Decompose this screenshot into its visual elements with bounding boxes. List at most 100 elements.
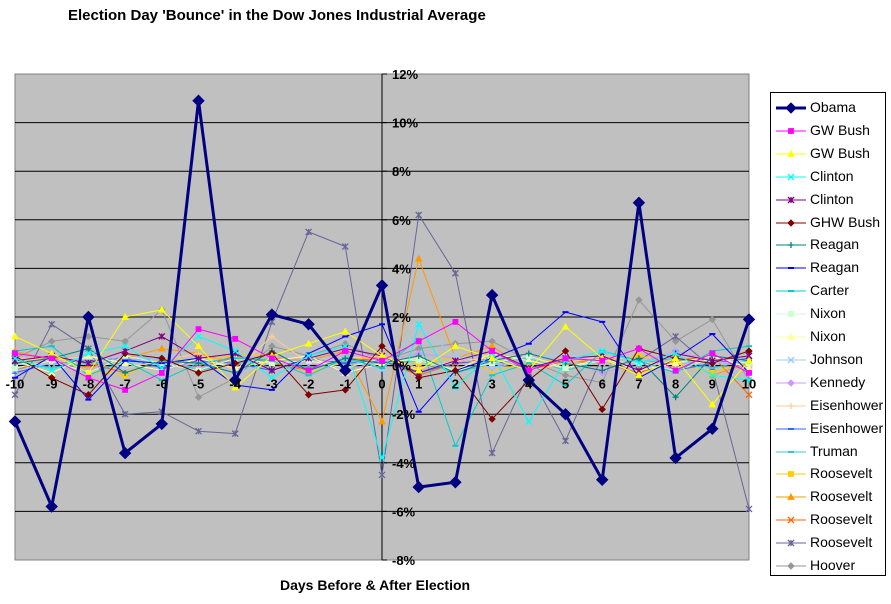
data-point — [122, 387, 128, 393]
y-tick-label: 6% — [392, 213, 411, 228]
data-point — [598, 405, 606, 414]
x-axis-title: Days Before & After Election — [280, 577, 471, 593]
x-tick-label: -1 — [340, 377, 352, 392]
legend-swatch — [776, 196, 806, 204]
data-point — [671, 359, 680, 367]
data-point — [561, 322, 570, 330]
legend-label: Eisenhower — [810, 419, 884, 436]
data-point — [414, 254, 423, 262]
legend-item: Roosevelt — [771, 509, 885, 531]
data-point — [339, 364, 352, 377]
data-point — [671, 354, 680, 362]
data-point — [268, 333, 275, 340]
legend-label: Nixon — [810, 305, 846, 322]
legend-item: GW Bush — [771, 143, 885, 165]
data-point — [378, 454, 386, 462]
legend-label: Roosevelt — [810, 511, 873, 528]
data-point — [195, 332, 202, 340]
data-point — [12, 350, 18, 357]
data-point — [745, 356, 753, 364]
data-point — [375, 279, 389, 292]
series-clinton-3 — [11, 320, 753, 462]
legend-label: Eisenhower — [810, 396, 884, 413]
x-tick-label: 0 — [378, 377, 385, 392]
data-point — [451, 357, 459, 365]
data-point — [745, 391, 753, 399]
legend-item: Nixon — [771, 303, 885, 325]
legend-item: Nixon — [771, 326, 885, 348]
legend-item: Obama — [771, 97, 885, 119]
legend-swatch — [776, 402, 806, 409]
data-point — [302, 318, 315, 331]
data-point — [231, 430, 239, 438]
y-tick-label: 4% — [392, 261, 411, 276]
data-point — [11, 391, 19, 399]
data-point — [231, 347, 239, 355]
data-point — [672, 394, 679, 401]
data-point — [155, 417, 169, 431]
data-point — [708, 315, 717, 324]
data-point — [118, 446, 132, 460]
legend-label: Truman — [810, 442, 858, 459]
legend: Obama GW Bush GW Bush Clinton Clinton GHW Bus… — [770, 92, 886, 576]
legend-item: Roosevelt — [771, 532, 885, 554]
legend-item: Clinton — [771, 189, 885, 211]
data-point — [192, 94, 205, 107]
legend-item: Hoover — [771, 555, 885, 577]
legend-swatch — [776, 356, 806, 364]
x-tick-label: 1 — [415, 377, 422, 392]
data-point — [268, 367, 276, 374]
data-point — [745, 376, 753, 384]
legend-label: Kennedy — [810, 373, 866, 390]
legend-label: Obama — [810, 99, 856, 115]
data-point — [598, 378, 606, 387]
data-point — [157, 344, 166, 352]
data-point — [415, 211, 423, 219]
legend-item: Truman — [771, 441, 885, 463]
legend-label: Hoover — [810, 557, 856, 573]
y-tick-label: 12% — [392, 67, 418, 82]
data-point — [121, 410, 129, 418]
data-point — [635, 355, 642, 362]
y-tick-label: -6% — [392, 504, 416, 519]
data-point — [672, 367, 679, 374]
x-tick-label: 3 — [488, 377, 495, 392]
data-point — [672, 332, 680, 340]
legend-label: Reagan — [810, 259, 860, 276]
legend-label: Carter — [810, 282, 849, 299]
data-point — [378, 417, 386, 425]
x-tick-label: -2 — [303, 377, 315, 392]
x-tick-label: -3 — [266, 377, 278, 392]
data-point — [195, 427, 202, 435]
data-point — [672, 349, 680, 357]
legend-swatch — [776, 562, 806, 570]
legend-swatch — [776, 173, 806, 181]
data-point — [562, 355, 569, 362]
legend-label: Roosevelt — [810, 534, 873, 551]
data-point — [194, 393, 203, 401]
legend-label: Roosevelt — [810, 465, 873, 482]
data-point — [84, 359, 92, 367]
x-tick-label: 9 — [709, 377, 716, 392]
data-point — [451, 366, 460, 375]
data-point — [635, 296, 643, 304]
data-point — [47, 374, 56, 382]
legend-label: Roosevelt — [810, 488, 873, 505]
legend-item: GW Bush — [771, 120, 885, 142]
data-point — [157, 305, 166, 313]
data-point — [305, 367, 312, 374]
data-point — [85, 374, 92, 381]
data-point — [598, 347, 606, 355]
legend-swatch — [776, 267, 806, 270]
data-point — [122, 369, 129, 376]
y-tick-label: -2% — [392, 407, 416, 422]
data-point — [525, 418, 533, 425]
data-point — [708, 400, 717, 408]
data-point — [452, 318, 459, 325]
legend-swatch — [776, 102, 806, 114]
data-point — [451, 342, 460, 350]
data-point — [265, 308, 279, 321]
data-point — [671, 337, 680, 346]
data-point — [84, 349, 92, 357]
data-point — [709, 350, 716, 357]
